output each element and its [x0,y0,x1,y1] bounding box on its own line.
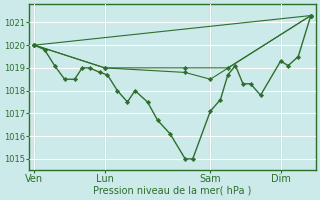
X-axis label: Pression niveau de la mer( hPa ): Pression niveau de la mer( hPa ) [93,186,252,196]
